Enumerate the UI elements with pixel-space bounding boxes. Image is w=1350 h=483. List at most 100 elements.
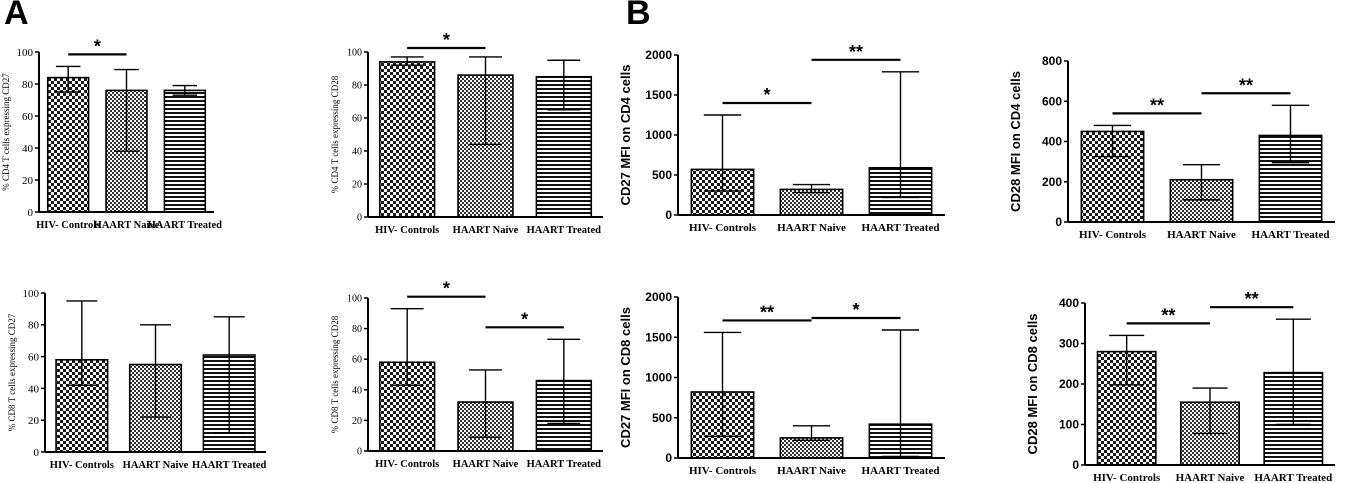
y-tick-label: 100 <box>347 294 362 305</box>
y-tick-label: 40 <box>22 143 34 155</box>
significance-label: * <box>443 30 450 50</box>
y-axis-label: CD27 MFI on CD4 cells <box>618 65 633 206</box>
x-tick-label: HIV- Controls <box>36 220 100 231</box>
y-tick-label: 80 <box>28 320 40 332</box>
y-tick-label: 20 <box>352 180 362 191</box>
chart-6: 0 20 40 60 80 100 HIV- Controls HAART Naive HAAR… <box>330 279 603 470</box>
y-tick-label: 0 <box>357 213 362 224</box>
significance-label: ** <box>1239 75 1253 95</box>
y-tick-label: 80 <box>22 79 34 91</box>
y-tick-label: 1000 <box>645 128 672 142</box>
y-tick-label: 100 <box>23 288 40 300</box>
y-tick-label: 60 <box>28 351 40 363</box>
bar <box>163 89 207 213</box>
y-tick-label: 0 <box>1055 215 1062 229</box>
y-tick-label: 1500 <box>645 88 672 102</box>
y-tick-label: 800 <box>1042 54 1062 68</box>
x-tick-label: HAART Treated <box>862 222 940 234</box>
y-tick-label: 500 <box>652 411 672 425</box>
chart-3: 0 500 1000 1500 2000 HIV- Controls HAART Naive… <box>618 42 945 234</box>
y-axis-label: % CD4 T cells expressing CD27 <box>1 73 11 191</box>
bar <box>378 61 436 218</box>
significance-label: ** <box>760 302 774 322</box>
panel-label-a: A <box>4 0 29 32</box>
chart-7: 0 500 1000 1500 2000 HIV- Controls HAART Naive… <box>618 290 945 477</box>
x-tick-label: HAART Treated <box>1252 229 1330 241</box>
y-tick-label: 0 <box>1072 458 1079 472</box>
chart-4: 0 200 400 600 800 HIV- Controls HAART Naive HAA… <box>1008 54 1335 241</box>
y-tick-label: 80 <box>352 81 362 92</box>
x-tick-label: HAART Naive <box>777 222 846 234</box>
x-tick-label: HIV- Controls <box>689 222 757 234</box>
x-tick-label: HAART Treated <box>148 220 223 231</box>
y-tick-label: 1000 <box>645 371 672 385</box>
significance-label: ** <box>1161 305 1175 325</box>
bar <box>46 76 90 213</box>
y-tick-label: 600 <box>1042 94 1062 108</box>
significance-label: * <box>521 309 528 329</box>
significance-label: * <box>443 279 450 299</box>
y-tick-label: 200 <box>1042 175 1062 189</box>
y-tick-label: 20 <box>28 415 40 427</box>
y-tick-label: 0 <box>665 208 672 222</box>
y-tick-label: 40 <box>28 383 40 395</box>
y-tick-label: 100 <box>1059 418 1079 432</box>
y-tick-label: 40 <box>352 147 362 158</box>
y-tick-label: 0 <box>28 207 34 219</box>
y-tick-label: 0 <box>34 447 40 459</box>
y-tick-label: 20 <box>352 416 362 427</box>
significance-label: * <box>763 85 770 105</box>
y-axis-label: % CD4 T cells expressing CD28 <box>330 75 340 193</box>
x-tick-label: HAART Naive <box>777 465 846 477</box>
x-tick-label: HAART Naive <box>1167 229 1236 241</box>
x-tick-label: HAART Naive <box>94 220 160 231</box>
y-tick-label: 80 <box>352 324 362 335</box>
x-tick-label: HIV- Controls <box>1093 472 1161 483</box>
x-tick-label: HAART Naive <box>453 459 519 470</box>
significance-label: ** <box>849 42 863 62</box>
y-tick-label: 60 <box>352 114 362 125</box>
x-tick-label: HIV- Controls <box>375 225 439 236</box>
y-axis-label: % CD8 T cells expressing CD28 <box>330 315 340 433</box>
y-tick-label: 2000 <box>645 48 672 62</box>
y-tick-label: 100 <box>17 47 34 59</box>
significance-label: * <box>852 300 859 320</box>
x-tick-label: HIV- Controls <box>50 460 114 471</box>
x-tick-label: HAART Treated <box>192 460 267 471</box>
x-tick-label: HAART Treated <box>1254 472 1332 483</box>
y-tick-label: 20 <box>22 175 34 187</box>
x-tick-label: HIV- Controls <box>689 465 757 477</box>
y-tick-label: 2000 <box>645 290 672 304</box>
y-tick-label: 400 <box>1042 135 1062 149</box>
y-tick-label: 40 <box>352 385 362 396</box>
y-axis-label: % CD8 T cells expressing CD27 <box>7 313 17 431</box>
y-tick-label: 0 <box>357 447 362 458</box>
bar <box>535 75 593 218</box>
y-axis-label: CD27 MFI on CD8 cells <box>618 307 633 448</box>
y-tick-label: 500 <box>652 168 672 182</box>
y-tick-label: 0 <box>665 451 672 465</box>
y-tick-label: 60 <box>352 355 362 366</box>
panel-label-b: B <box>626 0 651 32</box>
y-tick-label: 300 <box>1059 337 1079 351</box>
significance-label: * <box>94 36 101 56</box>
y-tick-label: 60 <box>22 111 34 123</box>
y-tick-label: 200 <box>1059 377 1079 391</box>
y-axis-label: CD28 MFI on CD8 cells <box>1025 314 1040 455</box>
y-axis-label: CD28 MFI on CD4 cells <box>1008 71 1023 212</box>
chart-5: 0 20 40 60 80 100 HIV- Controls HAART Naive HAAR… <box>7 288 267 471</box>
x-tick-label: HAART Treated <box>862 465 940 477</box>
x-tick-label: HAART Treated <box>527 225 602 236</box>
x-tick-label: HAART Naive <box>1176 472 1245 483</box>
y-tick-label: 100 <box>347 48 362 59</box>
x-tick-label: HAART Treated <box>527 459 602 470</box>
x-tick-label: HIV- Controls <box>1079 229 1147 241</box>
significance-label: ** <box>1150 95 1164 115</box>
chart-2: 0 20 40 60 80 100 HIV- Controls HAART Naive HAAR… <box>330 30 603 236</box>
x-tick-label: HAART Naive <box>123 460 189 471</box>
chart-8: 0 100 200 300 400 HIV- Controls HAART Naive HAA… <box>1025 289 1335 483</box>
y-tick-label: 1500 <box>645 330 672 344</box>
x-tick-label: HIV- Controls <box>375 459 439 470</box>
